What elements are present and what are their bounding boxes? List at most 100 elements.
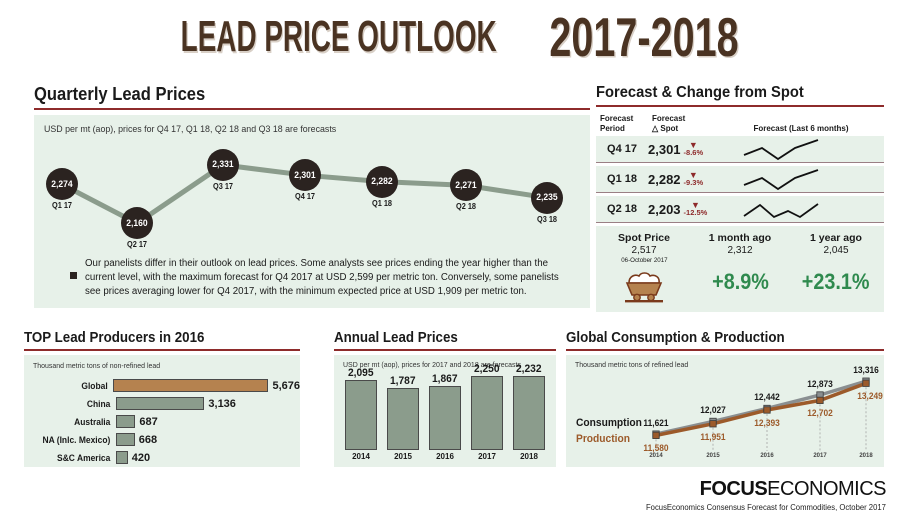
spot-price-cell: Spot Price 2,517 06-October 2017 <box>596 226 692 312</box>
forecast-sparkline <box>718 167 884 192</box>
datapoint-value: 2,301 <box>294 169 316 181</box>
footer-subtitle: FocusEconomics Consensus Forecast for Co… <box>646 503 886 512</box>
title-rule <box>24 349 300 351</box>
datapoint-value: 2,282 <box>371 176 393 188</box>
producer-bar-row: S&C America 420 <box>24 449 300 466</box>
annual-bar-year: 2014 <box>352 452 370 461</box>
annual-bar-columns: 2,095 2014 1,787 2015 1,867 2016 2,250 2017 2,23… <box>344 363 546 461</box>
forecast-table-row[interactable]: Q4 17 2,301 ▼ -8.6% <box>596 136 884 163</box>
forecast-sparkline <box>718 137 884 162</box>
producer-name: NA (Inlc. Mexico) <box>42 434 111 445</box>
production-data-label: 13,249 <box>857 391 883 402</box>
datapoint-value: 2,160 <box>126 217 148 229</box>
production-data-label: 12,702 <box>807 408 833 419</box>
forecast-table-body: Q4 17 2,301 ▼ -8.6% Q1 18 2,282 ▼ -9.3% Q2 18 2,2… <box>596 136 884 223</box>
annual-bar-column: 2,095 2014 <box>344 367 378 461</box>
forecast-period: Q4 17 <box>607 143 637 155</box>
spot-price-value: 2,517 <box>631 245 657 256</box>
global-x-label: 2018 <box>859 453 873 459</box>
one-year-label: 1 year ago <box>810 232 862 244</box>
quarterly-datapoint: 2,271 <box>451 170 481 201</box>
production-data-label: 11,580 <box>643 443 669 454</box>
producer-bar <box>116 433 135 446</box>
one-month-change: +8.9% <box>711 269 769 294</box>
forecast-sparkline <box>718 197 884 222</box>
global-x-label: 2014 <box>649 453 663 459</box>
brand-logo: FOCUSECONOMICS <box>636 478 887 501</box>
annual-bar-value: 2,250 <box>474 362 500 375</box>
title-rule <box>596 105 884 107</box>
title-rule <box>34 108 590 110</box>
annual-bar-column: 1,867 2016 <box>428 373 462 461</box>
forecast-table-row[interactable]: Q2 18 2,203 ▼ -12.5% <box>596 196 884 223</box>
annual-bar-year: 2018 <box>520 452 538 461</box>
forecast-value: 2,203 <box>648 201 681 217</box>
page-title-years: 2017-2018 <box>549 6 739 68</box>
arrow-down-icon: ▼ <box>688 170 698 180</box>
quarterly-x-label: Q1 18 <box>371 198 393 208</box>
producer-bar <box>116 451 128 464</box>
consumption-data-label: 12,873 <box>807 379 833 389</box>
title-rule <box>334 349 556 351</box>
footer-branding: FOCUSECONOMICS FocusEconomics Consensus … <box>636 478 886 512</box>
producer-name: S&C America <box>57 452 111 463</box>
quarterly-datapoint: 2,282 <box>367 166 397 197</box>
spot-price-box: Spot Price 2,517 06-October 2017 1 month… <box>596 226 884 312</box>
quarterly-datapoint: 2,301 <box>290 160 320 191</box>
consumption-data-label: 12,442 <box>754 392 780 403</box>
quarterly-datapoint: 2,274 <box>47 169 77 200</box>
producer-value: 5,676 <box>272 379 300 392</box>
chart-subtitle: USD per mt (aop), prices for Q4 17, Q1 1… <box>44 124 337 135</box>
arrow-down-icon: ▼ <box>690 200 700 210</box>
producer-name: China <box>86 398 111 409</box>
annual-bar <box>387 387 419 450</box>
producer-bar-row: Global 5,676 <box>24 377 300 394</box>
col-header-period: Forecast Period <box>600 113 634 133</box>
section-annual-lead-prices: Annual Lead Prices USD per mt (aop), pri… <box>334 330 556 475</box>
quarterly-datapoint: 2,160 <box>122 208 152 239</box>
quarterly-x-label: Q4 17 <box>294 192 316 202</box>
forecast-value: 2,282 <box>648 171 681 187</box>
datapoint-value: 2,274 <box>51 178 73 190</box>
forecast-value-cell: 2,282 ▼ -9.3% <box>648 170 718 187</box>
producer-value: 3,136 <box>208 397 236 410</box>
legend-consumption: Consumption <box>576 417 642 429</box>
forecast-delta: ▼ -9.3% <box>684 170 704 187</box>
quarterly-x-label: Q3 17 <box>212 181 234 191</box>
annual-bar-column: 1,787 2015 <box>386 375 420 461</box>
producer-bar <box>113 379 269 392</box>
datapoint-value: 2,331 <box>212 159 234 171</box>
annual-bar <box>513 376 545 450</box>
section-title: TOP Lead Producers in 2016 <box>24 330 205 346</box>
page-header: Lead Price Outlook 2017-2018 <box>0 6 900 68</box>
quarterly-x-label: Q2 17 <box>126 240 148 250</box>
one-year-ago-cell: 1 year ago 2,045 +23.1% <box>788 226 884 312</box>
forecast-delta-pct: -8.6% <box>683 148 704 157</box>
quarterly-datapoint: 2,235 <box>532 182 562 213</box>
one-month-ago-cell: 1 month ago 2,312 +8.9% <box>692 226 788 312</box>
annual-bar-value: 2,095 <box>348 366 374 379</box>
producer-bar-row: NA (Inlc. Mexico) 668 <box>24 431 300 448</box>
global-x-label: 2016 <box>760 453 774 459</box>
brand-economics: ECONOMICS <box>767 478 886 500</box>
producer-value: 668 <box>138 433 158 446</box>
forecast-delta: ▼ -8.6% <box>683 141 704 157</box>
forecast-table-row[interactable]: Q1 18 2,282 ▼ -9.3% <box>596 166 884 193</box>
production-data-label: 12,393 <box>754 417 780 428</box>
annual-bar-year: 2016 <box>436 452 454 461</box>
consumption-data-label: 13,316 <box>853 365 879 376</box>
producer-bar-row: China 3,136 <box>24 395 300 412</box>
brand-focus: FOCUS <box>699 478 768 500</box>
producer-value: 687 <box>139 415 158 428</box>
forecast-table-header: Forecast Period Forecast △ Spot Forecast… <box>596 113 884 133</box>
annual-bar-value: 1,867 <box>432 372 458 385</box>
spot-price-date: 06-October 2017 <box>620 257 668 264</box>
producer-bar <box>116 397 205 410</box>
forecast-value-cell: 2,301 ▼ -8.6% <box>648 141 718 157</box>
annual-bar <box>429 385 461 450</box>
legend-production: Production <box>576 433 630 445</box>
datapoint-value: 2,271 <box>455 179 477 191</box>
one-month-label: 1 month ago <box>708 232 772 244</box>
section-title: Quarterly Lead Prices <box>34 84 206 104</box>
datapoint-value: 2,235 <box>536 192 558 204</box>
